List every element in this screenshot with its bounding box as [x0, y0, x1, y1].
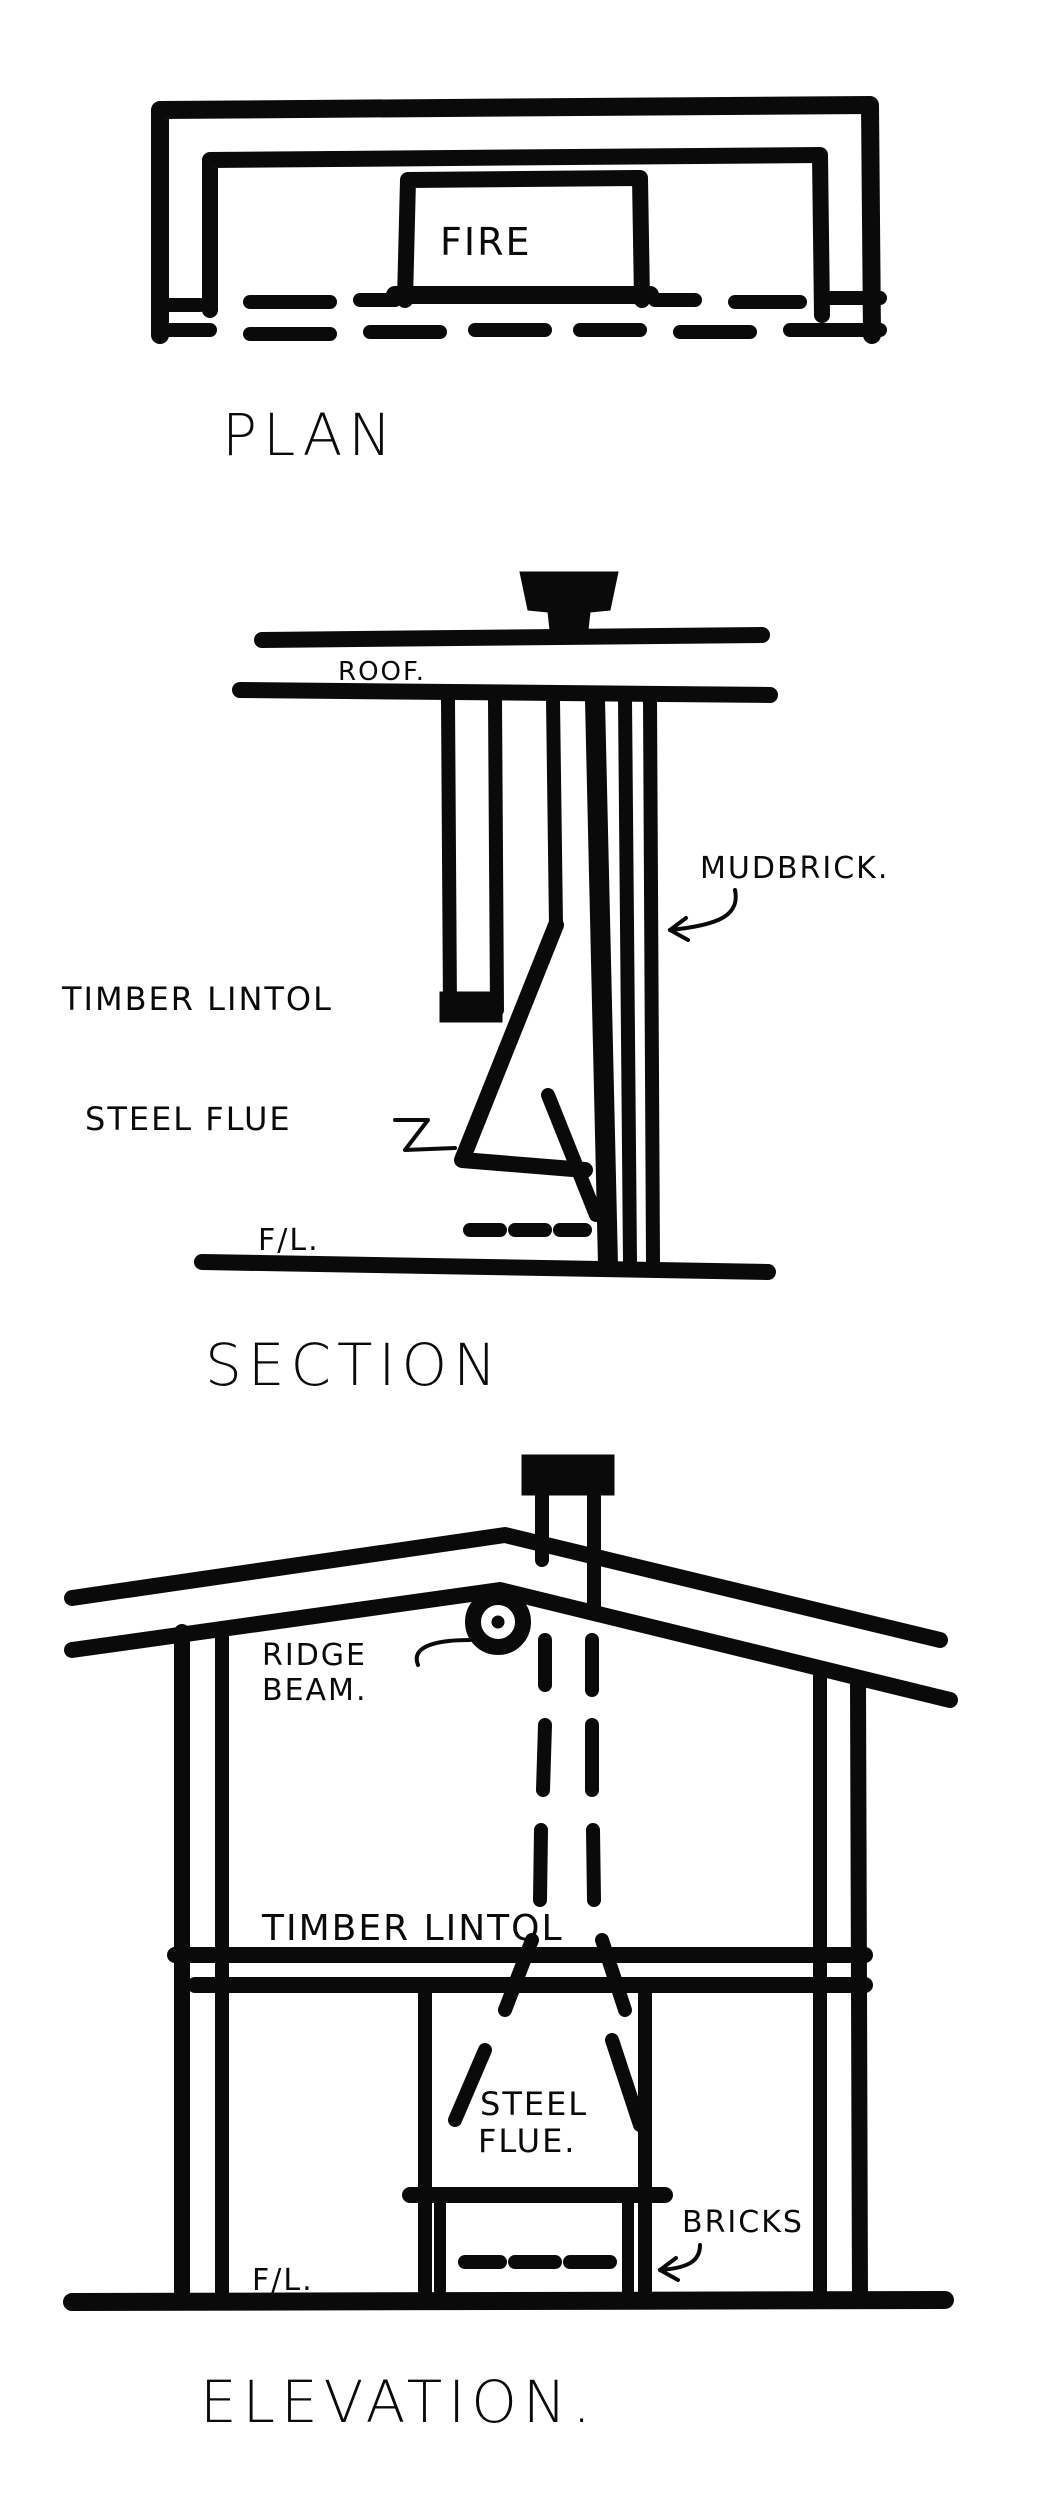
section-flue-inner — [546, 693, 563, 932]
elevation-ridge-beam — [465, 1589, 531, 1655]
section-timber-lintol — [439, 991, 503, 1023]
section-roof-top — [254, 627, 770, 648]
section-steel-flue-leader — [393, 1118, 457, 1152]
elevation-bricks-label: BRICKS — [682, 2205, 804, 2240]
section-roof-label: ROOF. — [338, 657, 426, 687]
section-mudbrick-wall-2 — [643, 693, 660, 1269]
elevation-title: ELEVATION. — [200, 2368, 597, 2436]
plan-outer-wall — [151, 96, 881, 344]
elevation-ridge-beam-arrow — [414, 1638, 472, 1667]
plan-fire-box — [397, 170, 650, 308]
section-steel-flue-label: STEEL FLUE — [85, 1100, 292, 1138]
elevation-ridge-beam-core — [491, 1615, 505, 1629]
section-steel-flue-hood — [454, 917, 593, 1178]
plan-view: FIRE PLAN — [151, 96, 887, 469]
plan-inner-wall — [202, 147, 830, 323]
elevation-floor-level-label: F/L. — [252, 2263, 314, 2298]
elevation-roof-upper — [64, 1527, 948, 1648]
plan-fire-label: FIRE — [440, 220, 531, 264]
section-floor-line — [194, 1254, 776, 1280]
section-timber-lintol-label: TIMBER LINTOL — [61, 980, 333, 1018]
section-chimney-cap — [519, 571, 619, 631]
elevation-bricks-arrow — [658, 2243, 702, 2272]
elevation-hidden-flue — [533, 1633, 601, 1907]
plan-dashed-front — [153, 291, 887, 341]
section-mudbrick-arrow — [668, 888, 738, 932]
elevation-ridge-beam-label-1: RIDGE — [262, 1638, 367, 1673]
section-mudbrick-label: MUDBRICK. — [700, 851, 889, 886]
elevation-view: RIDGE BEAM. TIMBER LINTOL STEEL FLUE. BR… — [63, 1454, 958, 2436]
section-chimney-back — [585, 690, 618, 1275]
section-title: SECTION — [205, 1331, 503, 1399]
elevation-steel-flue-label-2: FLUE. — [478, 2122, 576, 2160]
section-floor-level-label: F/L. — [258, 1223, 320, 1258]
section-lintol-wall-1 — [441, 693, 457, 1017]
section-flue-throat — [541, 1088, 603, 1222]
section-lintol-wall-2 — [488, 693, 504, 1017]
section-view: ROOF. MUDBRICK. TIMBER LINTOL STEEL FLUE… — [61, 571, 889, 1399]
section-roof-bottom — [232, 682, 778, 703]
elevation-chimney-cap — [521, 1454, 615, 1496]
elevation-steel-flue-label-1: STEEL — [480, 2085, 588, 2123]
section-mudbrick-wall-1 — [618, 693, 637, 1269]
elevation-timber-lintol-label: TIMBER LINTOL — [261, 1908, 564, 1949]
elevation-steel-flue-hood — [448, 1933, 647, 2132]
elevation-ridge-beam-label-2: BEAM. — [262, 1673, 367, 1708]
elevation-floor-line — [63, 2291, 954, 2311]
plan-title: PLAN — [222, 401, 398, 469]
